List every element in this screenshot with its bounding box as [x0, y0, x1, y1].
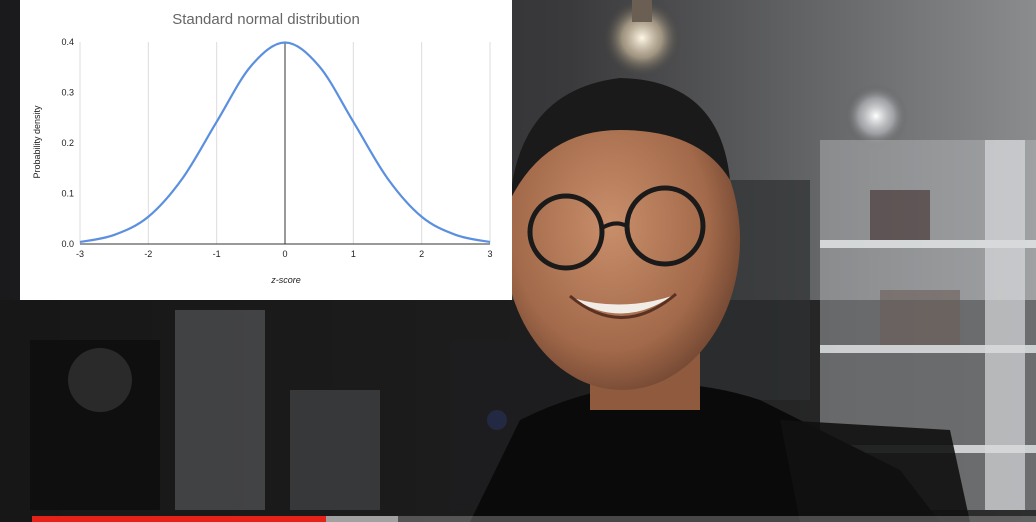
y-tick-label: 0.3	[61, 88, 74, 98]
y-tick-label: 0.2	[61, 138, 74, 148]
y-axis-label: Probability density	[32, 105, 42, 179]
x-tick-label: 2	[419, 249, 424, 259]
x-tick-label: -1	[213, 249, 221, 259]
x-tick-label: 3	[487, 249, 492, 259]
y-tick-label: 0.1	[61, 189, 74, 199]
chart-title: Standard normal distribution	[172, 11, 360, 28]
played-bar	[32, 516, 327, 522]
progress-bar[interactable]	[32, 516, 1036, 522]
chart-axes	[80, 42, 490, 245]
y-tick-label: 0.0	[61, 239, 74, 249]
x-tick-labels: -3 -2 -1 0 1 2 3	[76, 249, 493, 259]
grid-lines	[79, 42, 491, 244]
normal-distribution-chart: -3 -2 -1 0 1 2 3 0.0 0.1 0.2 0.3 0.4 Standard norm…	[32, 11, 493, 285]
x-tick-label: -2	[144, 249, 152, 259]
x-tick-label: 0	[282, 249, 287, 259]
x-tick-label: -3	[76, 249, 84, 259]
chart-overlay: -3 -2 -1 0 1 2 3 0.0 0.1 0.2 0.3 0.4 Standard norm…	[20, 0, 512, 300]
series-line	[79, 41, 491, 244]
y-tick-label: 0.4	[61, 37, 74, 47]
x-tick-label: 1	[351, 249, 356, 259]
y-tick-labels: 0.0 0.1 0.2 0.3 0.4	[61, 37, 74, 249]
x-axis-label: z-score	[270, 275, 301, 285]
